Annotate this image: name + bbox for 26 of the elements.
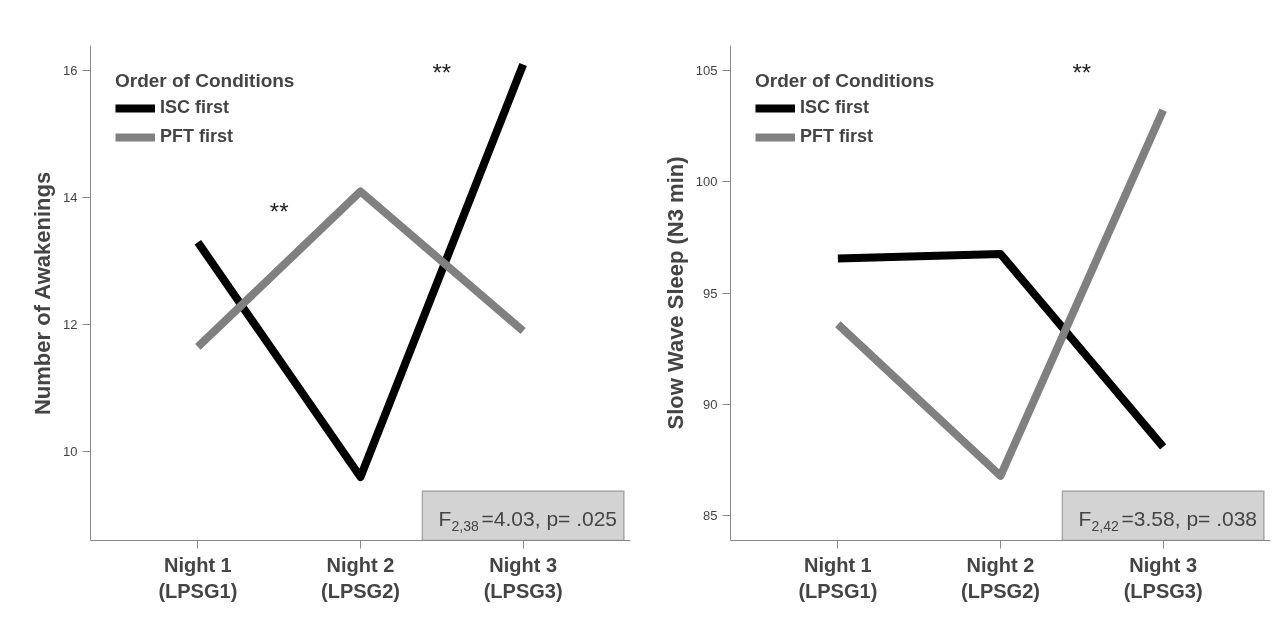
y-tick-label: 95 bbox=[703, 285, 718, 301]
legend-label: PFT first bbox=[800, 126, 874, 147]
y-tick-label: 16 bbox=[63, 63, 78, 79]
y-tick-label: 105 bbox=[695, 62, 718, 78]
annotation: ** bbox=[269, 197, 289, 225]
y-tick-label: 10 bbox=[63, 444, 78, 460]
legend-title: Order of Conditions bbox=[115, 70, 295, 92]
x-tick-label: Night 1 (LPSG1) bbox=[158, 553, 238, 602]
annotation: ** bbox=[1072, 59, 1092, 87]
y-axis-title: Slow Wave Sleep (N3 min) bbox=[662, 156, 688, 430]
legend-label: ISC first bbox=[160, 97, 230, 118]
legend-label: PFT first bbox=[160, 126, 234, 147]
legend-label: ISC first bbox=[800, 97, 870, 118]
y-tick-label: 12 bbox=[63, 317, 78, 333]
x-tick-label: Night 3 (LPSG3) bbox=[1123, 553, 1203, 602]
y-axis-title: Number of Awakenings bbox=[30, 171, 56, 416]
legend-title: Order of Conditions bbox=[755, 70, 935, 92]
y-tick-label: 85 bbox=[703, 508, 718, 524]
y-tick-label: 100 bbox=[695, 174, 718, 190]
annotation: ** bbox=[432, 59, 452, 87]
y-tick-label: 14 bbox=[63, 190, 78, 206]
x-tick-label: Night 2 (LPSG2) bbox=[321, 553, 400, 602]
y-tick-label: 90 bbox=[703, 396, 718, 412]
x-tick-label: Night 1 (LPSG1) bbox=[798, 553, 878, 602]
x-tick-label: Night 2 (LPSG2) bbox=[961, 553, 1040, 602]
x-tick-label: Night 3 (LPSG3) bbox=[483, 553, 563, 602]
